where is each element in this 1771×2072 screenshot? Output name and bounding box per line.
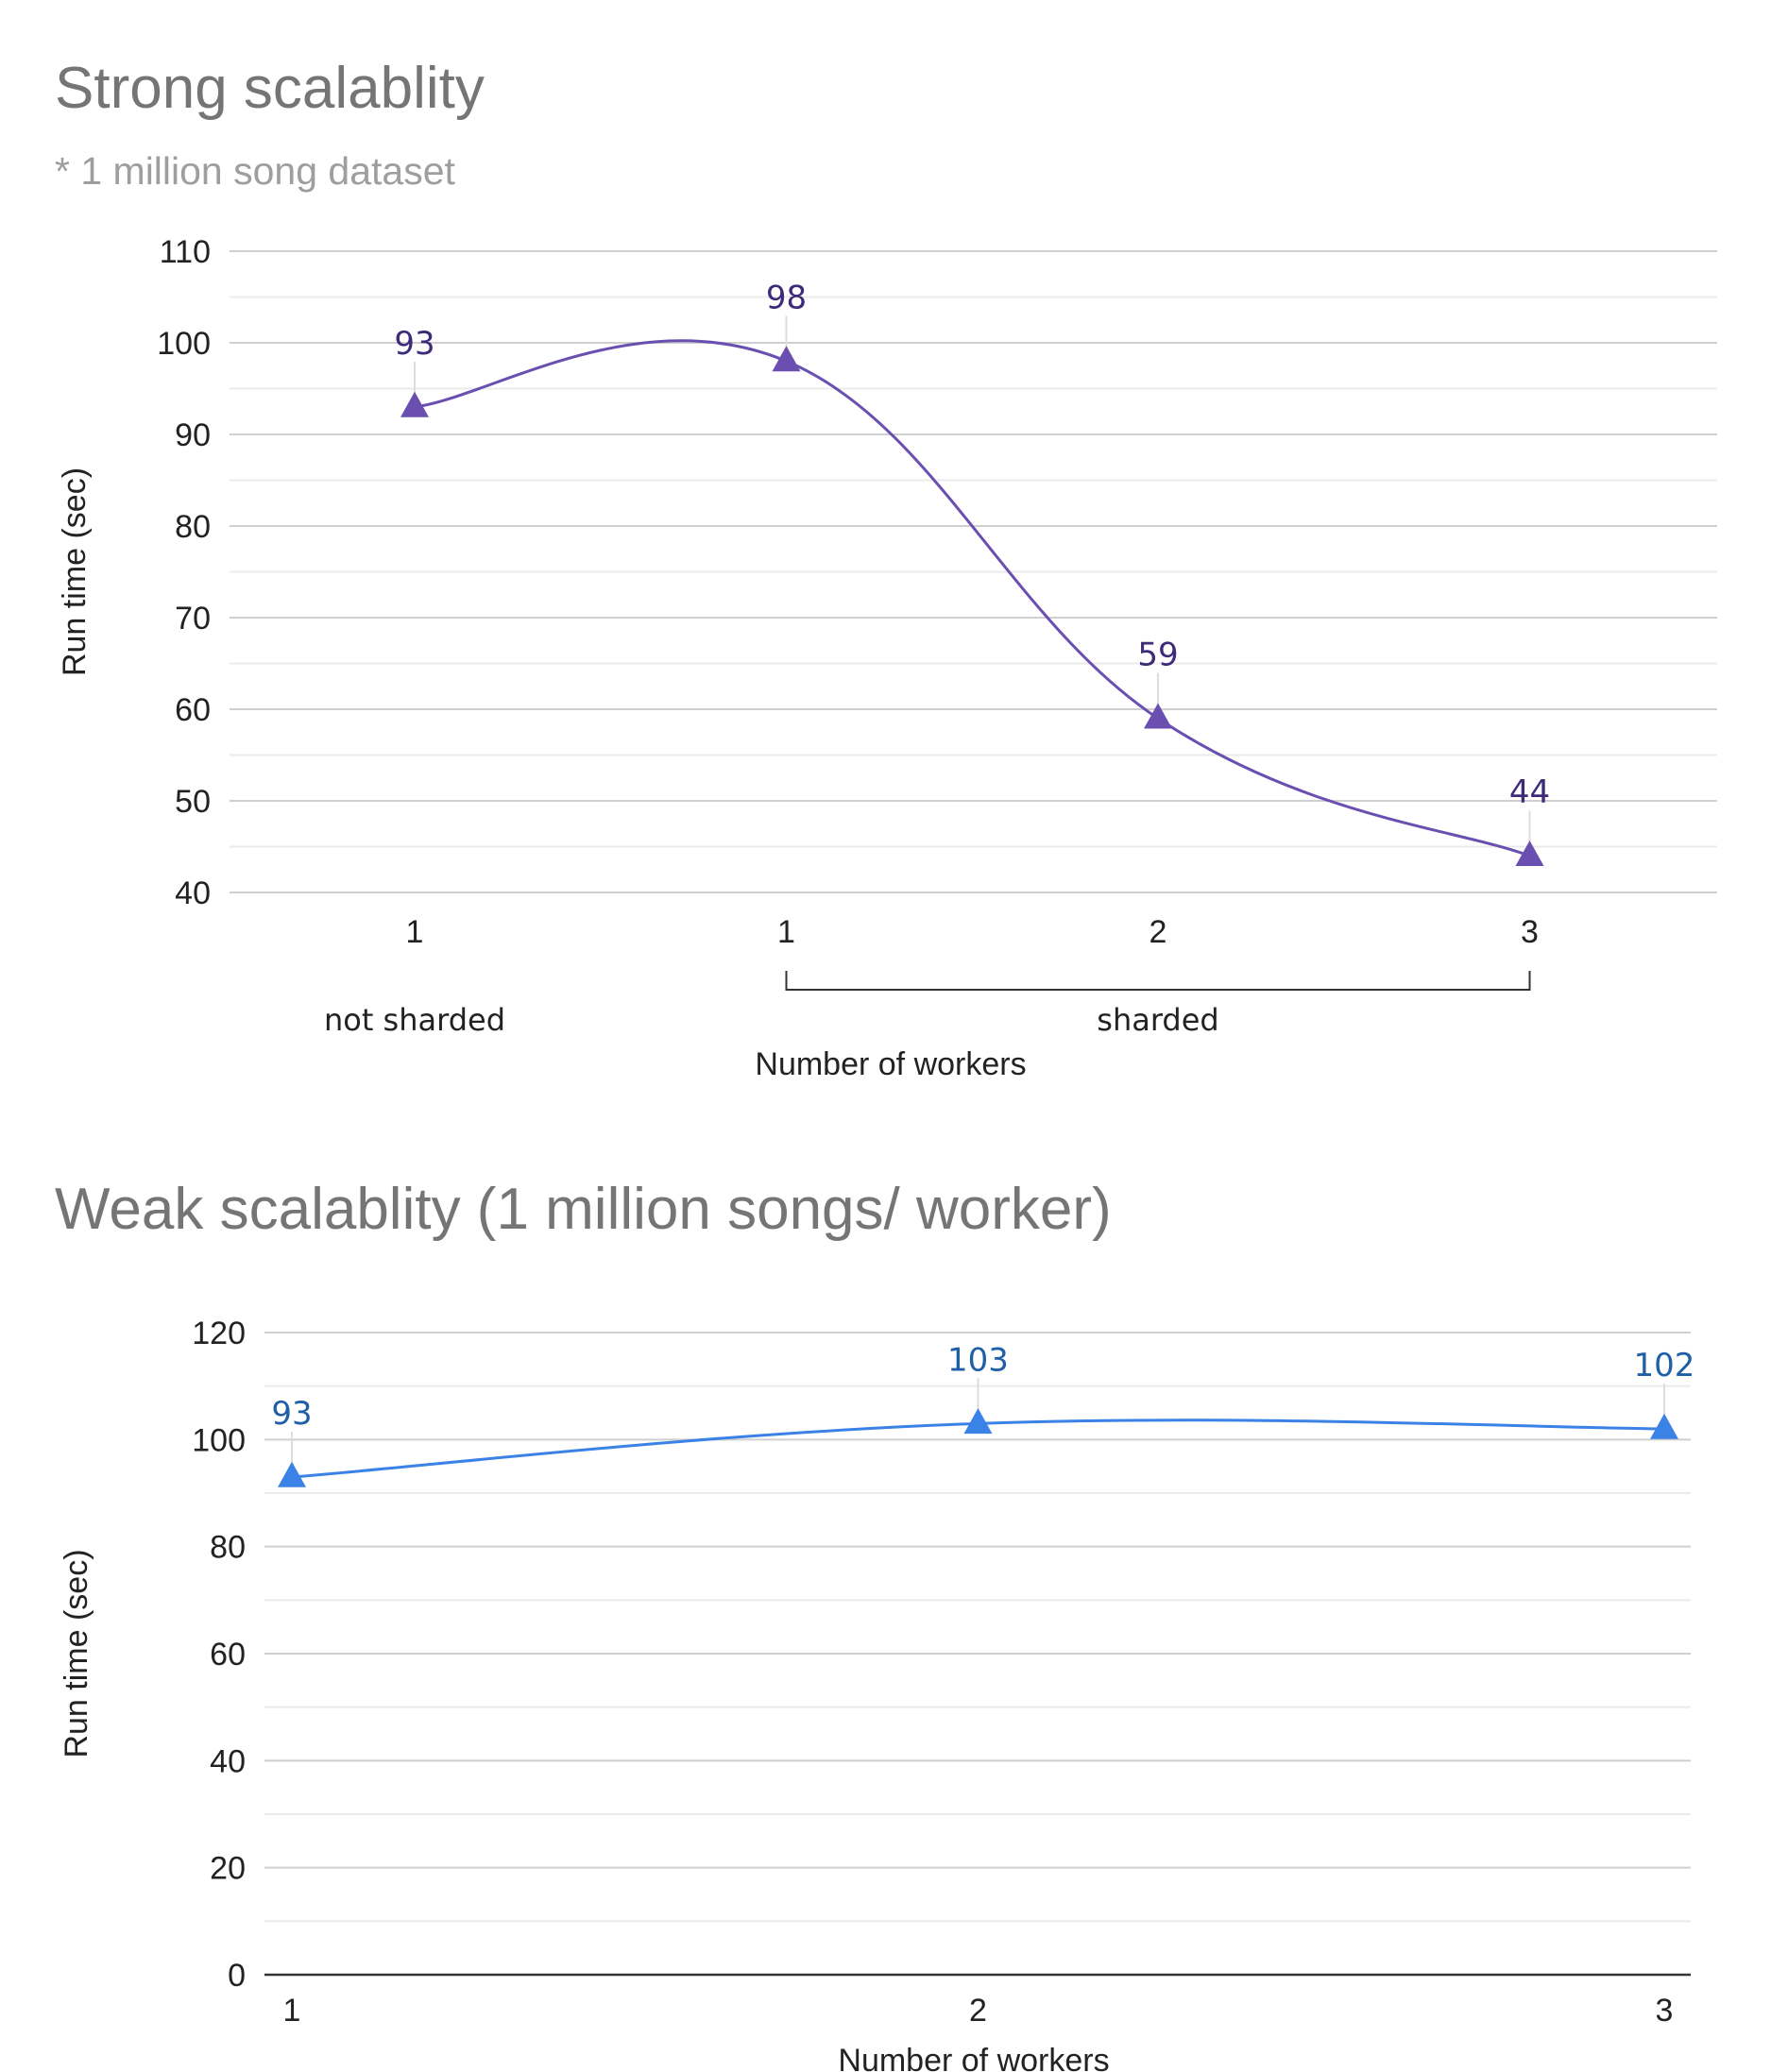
- group-label-not-sharded: not sharded: [324, 1002, 505, 1038]
- data-point-marker: [278, 1461, 306, 1487]
- y-tick-label: 100: [192, 1422, 246, 1458]
- x-tick-label: 2: [969, 1993, 987, 2029]
- chart-1-subtitle: * 1 million song dataset: [55, 149, 455, 193]
- x-tick-label: 1: [777, 914, 795, 950]
- chart-1-gridlines: [230, 250, 1717, 893]
- chart-2-y-axis-label: Run time (sec): [59, 1549, 94, 1758]
- data-point-marker: [1650, 1413, 1678, 1439]
- x-tick-label: 2: [1149, 914, 1167, 950]
- data-point-marker: [400, 391, 429, 417]
- data-label: 44: [1509, 773, 1550, 811]
- y-tick-label: 0: [228, 1958, 246, 1994]
- data-label: 93: [271, 1395, 312, 1433]
- data-point-marker: [772, 346, 801, 372]
- data-point-marker: [963, 1408, 993, 1435]
- chart-2-x-axis-label: Number of workers: [838, 2043, 1109, 2072]
- y-tick-label: 40: [175, 875, 211, 911]
- strong-scalability-chart: 40 50 60 70 80 90 100 110 1 1 2 3 not sharded shar…: [57, 234, 1717, 1082]
- chart-2-title: Weak scalablity (1 million songs/ worker…: [55, 1177, 1112, 1242]
- data-label: 59: [1137, 637, 1178, 674]
- y-tick-label: 80: [210, 1530, 246, 1566]
- chart-2-markers: 93 103 102: [271, 1341, 1695, 1487]
- data-label: 98: [766, 279, 807, 316]
- data-label: 102: [1634, 1347, 1695, 1384]
- y-tick-label: 120: [192, 1316, 246, 1351]
- chart-1-title: Strong scalablity: [55, 56, 485, 121]
- y-tick-label: 80: [175, 509, 211, 545]
- y-tick-label: 60: [210, 1637, 246, 1673]
- data-label: 103: [947, 1341, 1009, 1379]
- y-tick-label: 110: [160, 234, 211, 270]
- weak-scalability-chart: 0 20 40 60 80 100 120 1 2 3 Number of workers Ru…: [59, 1316, 1694, 2072]
- sharded-bracket: [785, 971, 1531, 991]
- chart-2-y-ticks: 0 20 40 60 80 100 120: [192, 1316, 246, 1994]
- data-point-marker: [1144, 703, 1172, 729]
- chart-1-y-axis-label: Run time (sec): [57, 467, 93, 676]
- chart-1-series-line: [414, 339, 1531, 858]
- chart-1-category-groups: not sharded sharded: [324, 971, 1531, 1038]
- y-tick-label: 100: [157, 326, 211, 362]
- y-tick-label: 90: [175, 417, 211, 453]
- y-tick-label: 50: [175, 784, 211, 820]
- chart-1-markers: 93 98 59 44: [394, 279, 1550, 866]
- data-label: 93: [394, 325, 434, 363]
- y-tick-label: 40: [210, 1743, 246, 1779]
- y-tick-label: 20: [210, 1851, 246, 1887]
- chart-1-y-ticks: 40 50 60 70 80 90 100 110: [157, 234, 211, 911]
- x-tick-label: 3: [1656, 1993, 1674, 2029]
- x-tick-label: 1: [283, 1993, 301, 2029]
- chart-1-x-axis-label: Number of workers: [755, 1046, 1026, 1082]
- chart-1-x-ticks: 1 1 2 3: [406, 914, 1539, 950]
- data-point-marker: [1515, 841, 1544, 866]
- group-label-sharded: sharded: [1097, 1002, 1218, 1038]
- x-tick-label: 1: [406, 914, 424, 950]
- chart-2-x-ticks: 1 2 3: [283, 1993, 1674, 2029]
- x-tick-label: 3: [1521, 914, 1539, 950]
- y-tick-label: 70: [175, 601, 211, 637]
- y-tick-label: 60: [175, 692, 211, 728]
